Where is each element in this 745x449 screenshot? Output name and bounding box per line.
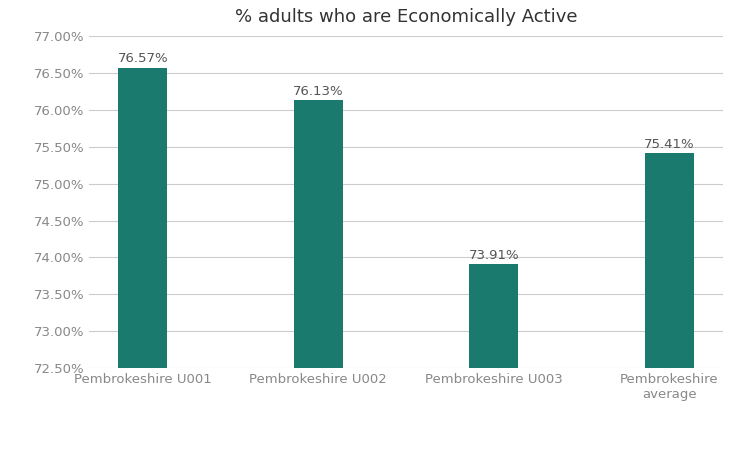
Bar [294,100,343,449]
Bar [118,68,168,449]
Text: 76.57%: 76.57% [118,53,168,66]
Text: 75.41%: 75.41% [644,138,694,151]
Bar [644,153,694,449]
Bar [469,264,519,449]
Text: 73.91%: 73.91% [469,249,519,262]
Text: 76.13%: 76.13% [293,85,343,98]
Title: % adults who are Economically Active: % adults who are Economically Active [235,8,577,26]
